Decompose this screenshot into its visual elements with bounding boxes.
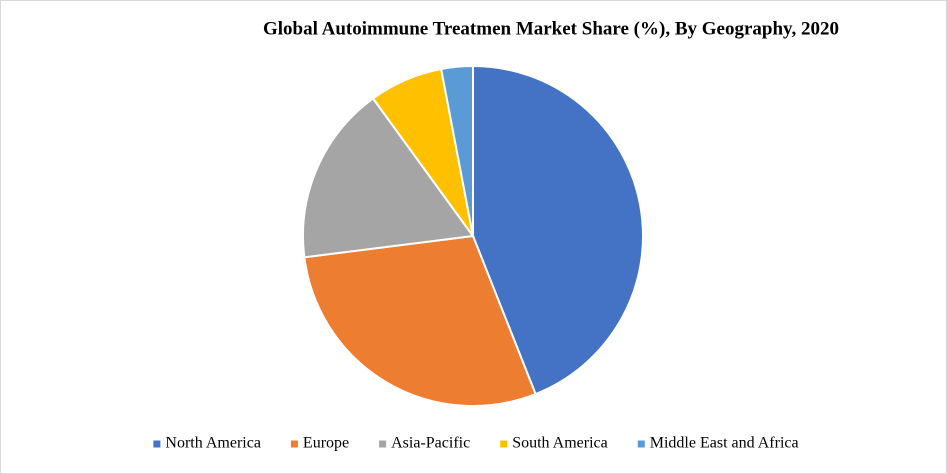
legend-label: South America	[512, 435, 608, 452]
legend-swatch	[153, 440, 161, 448]
pie-slice	[439, 64, 474, 237]
pie-slice	[303, 234, 537, 407]
chart-title: Global Autoimmune Treatmen Market Share …	[263, 18, 839, 39]
pie-slice	[302, 97, 475, 259]
legend-swatch	[379, 440, 387, 448]
legend-swatch	[637, 440, 645, 448]
legend-label: Europe	[303, 435, 349, 452]
legend-swatch	[290, 440, 298, 448]
legend-label: Middle East and Africa	[650, 435, 799, 452]
pie-slice	[472, 64, 644, 396]
legend-label: Asia-Pacific	[391, 435, 470, 452]
legend-label: North America	[165, 435, 261, 452]
legend-swatch	[500, 440, 508, 448]
